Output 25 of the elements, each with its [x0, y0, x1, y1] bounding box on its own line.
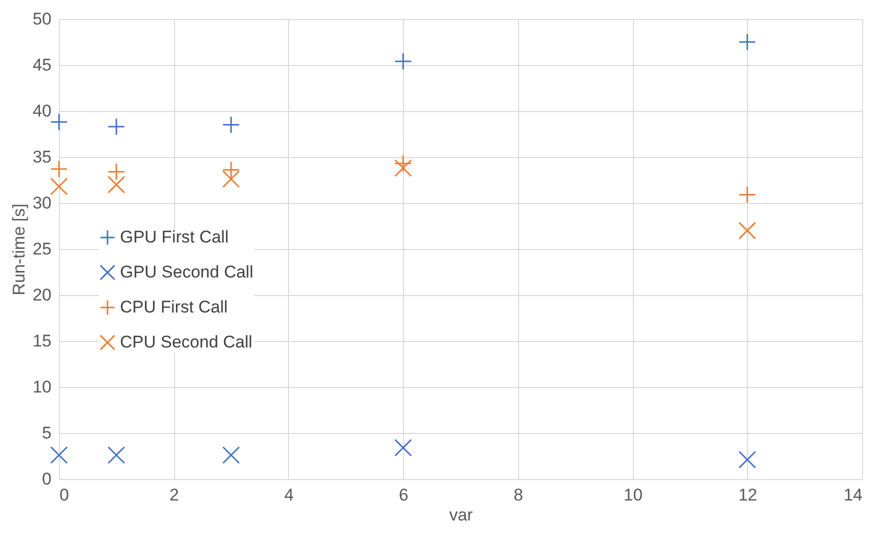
y-tick-label: 15: [32, 332, 52, 350]
y-tick-label: 40: [32, 102, 52, 120]
x-tick-label: 6: [398, 486, 408, 504]
x-tick-label: 4: [284, 486, 294, 504]
x-axis-title: var: [449, 506, 474, 524]
x-tick-label: 8: [514, 486, 524, 504]
y-tick-label: 35: [32, 148, 52, 166]
y-tick-label: 10: [32, 378, 52, 396]
x-tick-label: 0: [60, 486, 69, 504]
x-tick-label: 2: [169, 486, 179, 504]
x-tick-label: 14: [844, 486, 862, 504]
legend-label: CPU Second Call: [120, 332, 252, 352]
y-tick-label: 20: [32, 286, 52, 304]
y-tick-label: 5: [42, 424, 52, 442]
y-tick-label: 50: [32, 10, 52, 28]
y-axis-title: Run-time [s]: [10, 204, 29, 296]
y-tick-label: 45: [32, 56, 52, 74]
y-tick-label: 0: [42, 470, 52, 488]
x-tick-label: 10: [624, 486, 643, 504]
legend-label: GPU First Call: [120, 228, 229, 246]
y-tick-label: 25: [32, 240, 52, 258]
y-tick-label: 30: [32, 194, 52, 212]
legend-label: GPU Second Call: [120, 262, 254, 282]
x-tick-label: 12: [738, 486, 758, 504]
legend-label: CPU First Call: [120, 298, 228, 316]
